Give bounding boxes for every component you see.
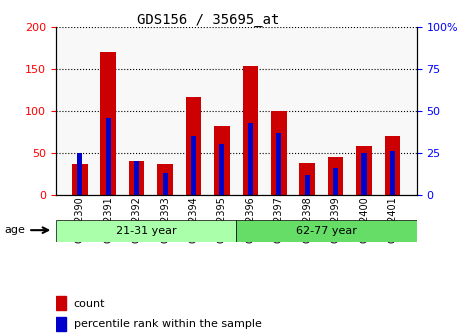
- Text: count: count: [74, 299, 105, 308]
- Bar: [300, 163, 315, 195]
- Bar: [134, 161, 139, 195]
- Bar: [191, 136, 196, 195]
- Bar: [219, 144, 225, 195]
- Bar: [305, 175, 310, 195]
- Bar: [333, 168, 338, 195]
- Bar: [356, 146, 372, 195]
- Text: 21-31 year: 21-31 year: [116, 226, 176, 236]
- Bar: [271, 111, 287, 195]
- Bar: [72, 164, 88, 195]
- Bar: [186, 97, 201, 195]
- Text: age: age: [5, 225, 25, 235]
- Bar: [243, 67, 258, 195]
- Text: percentile rank within the sample: percentile rank within the sample: [74, 319, 262, 329]
- Bar: [328, 157, 344, 195]
- Bar: [129, 161, 144, 195]
- Bar: [157, 164, 173, 195]
- Bar: [362, 153, 367, 195]
- FancyBboxPatch shape: [236, 220, 417, 242]
- Text: 62-77 year: 62-77 year: [296, 226, 357, 236]
- Bar: [106, 118, 111, 195]
- Bar: [56, 317, 66, 331]
- Bar: [276, 133, 282, 195]
- Bar: [385, 136, 400, 195]
- Bar: [163, 173, 168, 195]
- Bar: [214, 126, 230, 195]
- Bar: [390, 151, 395, 195]
- FancyBboxPatch shape: [56, 220, 236, 242]
- Bar: [100, 52, 116, 195]
- Text: GDS156 / 35695_at: GDS156 / 35695_at: [137, 13, 280, 28]
- Bar: [248, 123, 253, 195]
- Bar: [56, 296, 66, 310]
- Bar: [77, 153, 82, 195]
